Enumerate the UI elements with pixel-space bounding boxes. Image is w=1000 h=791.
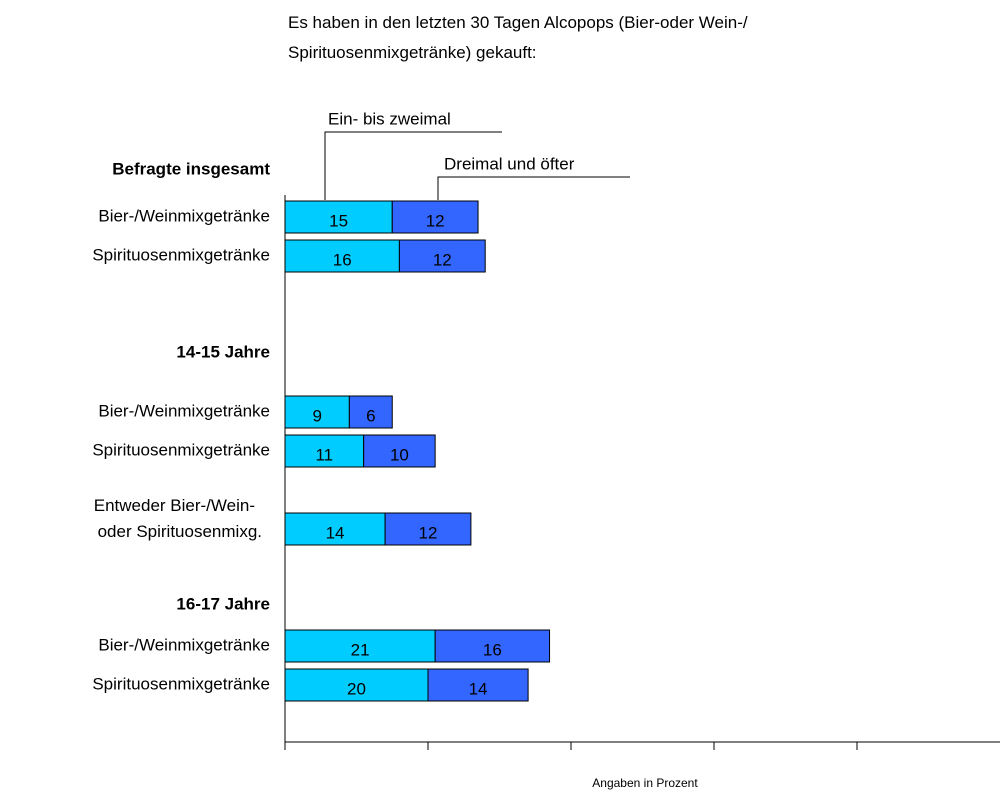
legend-entry: Dreimal und öfter — [444, 154, 575, 173]
bar-segment — [348, 395, 393, 429]
value-label: 16 — [333, 250, 352, 269]
category-label: Bier-/Weinmixgetränke — [98, 401, 270, 420]
bar-segment — [391, 200, 479, 234]
value-label: 6 — [366, 406, 375, 425]
bar-segment — [427, 668, 529, 702]
group-label: Befragte insgesamt — [112, 159, 270, 178]
group-label: 16-17 Jahre — [176, 594, 270, 613]
category-label: Entweder Bier-/Wein-oder Spirituosenmixg… — [94, 496, 262, 541]
value-label: 16 — [483, 640, 502, 659]
value-label: 11 — [315, 445, 333, 464]
legend-entry: Ein- bis zweimal — [328, 109, 451, 128]
bar-segment — [384, 512, 472, 546]
bar-segment — [434, 629, 551, 663]
value-label: 12 — [433, 250, 452, 269]
bar-segment — [284, 668, 429, 702]
category-label: Spirituosenmixgetränke — [92, 440, 270, 459]
category-label: Bier-/Weinmixgetränke — [98, 206, 270, 225]
value-label: 9 — [312, 406, 321, 425]
bar-segment — [284, 200, 393, 234]
chart-title: Es haben in den letzten 30 Tagen Alcopop… — [288, 13, 748, 62]
bar-segment — [363, 434, 436, 468]
value-label: 12 — [426, 211, 445, 230]
legend-leader — [324, 131, 502, 200]
category-label: Spirituosenmixgetränke — [92, 674, 270, 693]
x-axis-label: Angaben in Prozent — [592, 776, 698, 790]
value-label: 20 — [347, 679, 366, 698]
value-label: 15 — [329, 211, 348, 230]
value-label: 10 — [390, 445, 409, 464]
value-label: 14 — [326, 523, 345, 542]
bar-segment — [398, 239, 486, 273]
bar-segment — [284, 629, 436, 663]
group-label: 14-15 Jahre — [176, 342, 270, 361]
value-label: 21 — [351, 640, 370, 659]
value-label: 14 — [469, 679, 488, 698]
value-label: 12 — [419, 523, 438, 542]
legend-leader — [437, 176, 630, 200]
bar-segment — [284, 239, 400, 273]
bar-segment — [284, 395, 350, 429]
category-label: Spirituosenmixgetränke — [92, 245, 270, 264]
category-label: Bier-/Weinmixgetränke — [98, 635, 270, 654]
